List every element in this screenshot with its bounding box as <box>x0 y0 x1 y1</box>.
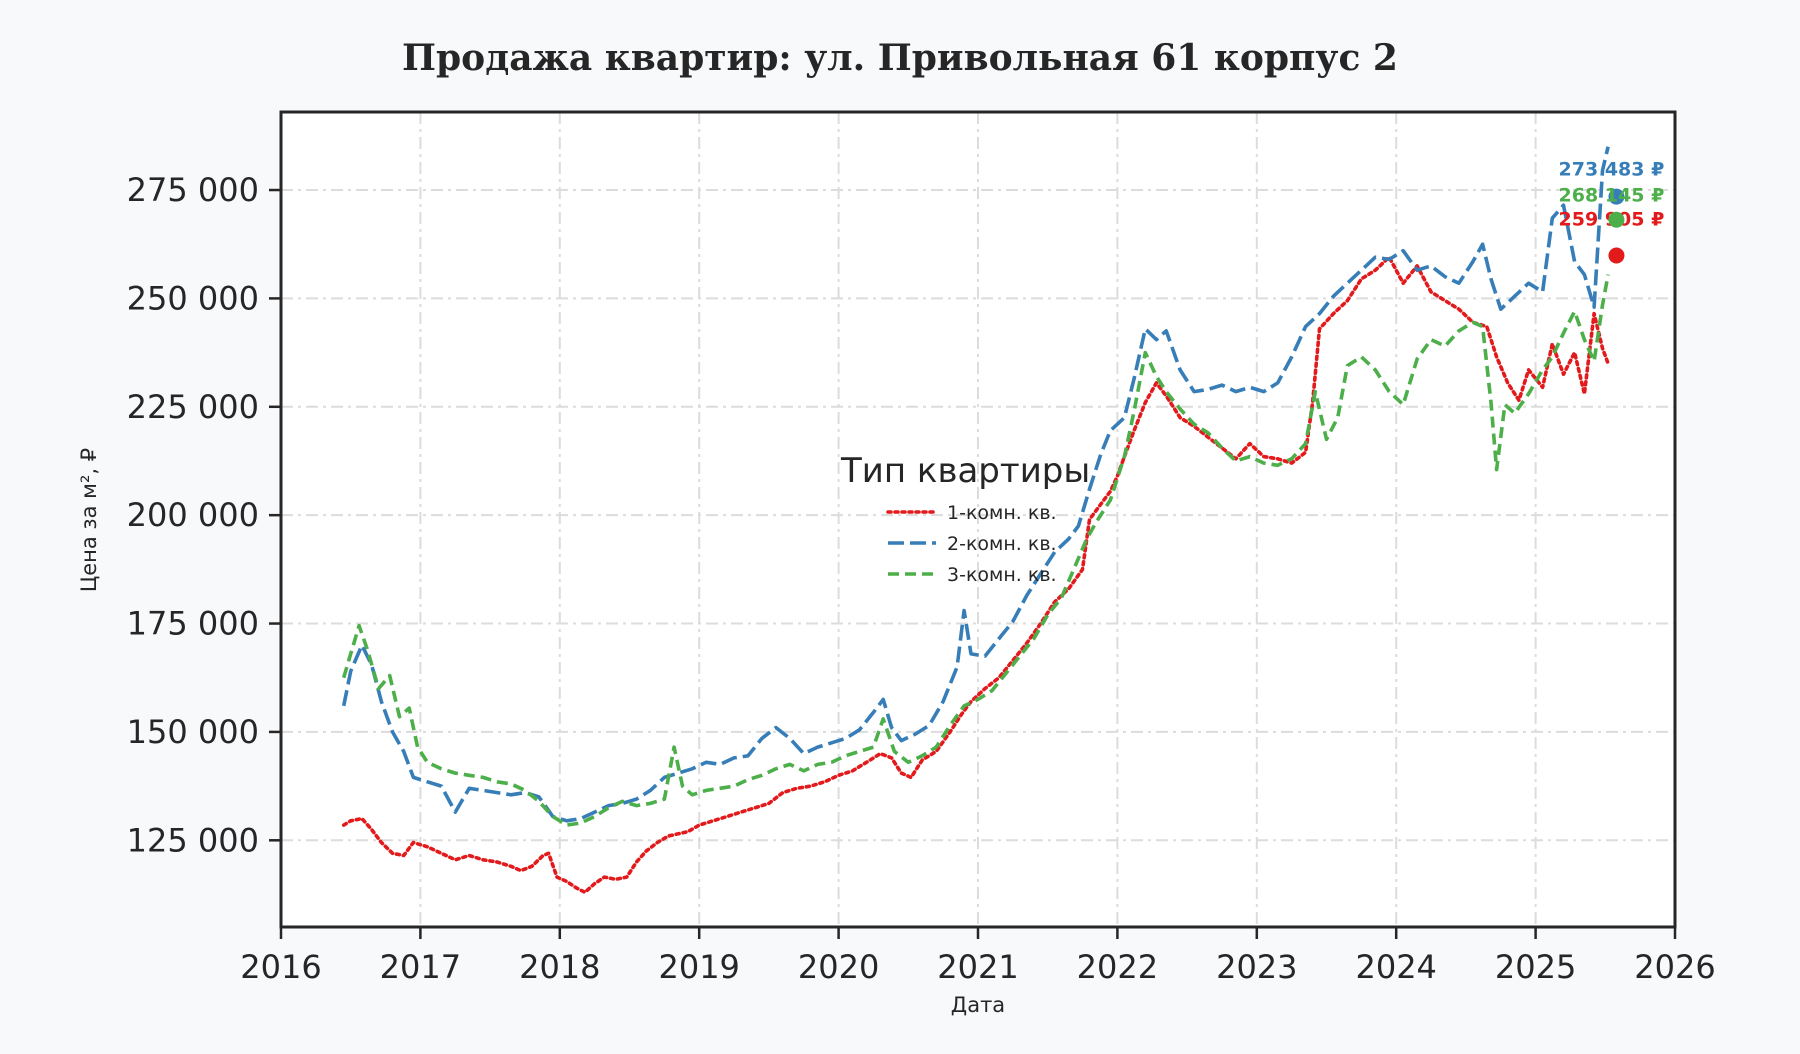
series-end-point <box>1608 247 1625 264</box>
legend: Тип квартиры 1-комн. кв. 2-комн. кв. 3-ком… <box>840 451 1090 586</box>
y-tick-label: 150 000 <box>127 713 259 751</box>
x-tick-label: 2018 <box>519 948 600 986</box>
series-end-label: 268 145 ₽ <box>1559 185 1665 207</box>
x-tick-label: 2026 <box>1634 948 1715 986</box>
x-tick-label: 2024 <box>1355 948 1436 986</box>
series-end-label: 273 483 ₽ <box>1559 159 1665 181</box>
x-axis-label: Дата <box>951 993 1005 1017</box>
y-tick-label: 175 000 <box>127 605 259 643</box>
x-tick-label: 2021 <box>937 948 1018 986</box>
y-axis-label: Цена за м², ₽ <box>77 448 101 592</box>
legend-items: 1-комн. кв. 2-комн. кв. 3-комн. кв. <box>886 502 1057 586</box>
y-tick-label: 275 000 <box>127 171 259 209</box>
x-tick-label: 2023 <box>1216 948 1297 986</box>
endpoint-markers: 259 905 ₽273 483 ₽268 145 ₽ <box>1559 159 1665 264</box>
x-tick-label: 2019 <box>658 948 739 986</box>
legend-title: Тип квартиры <box>840 451 1090 491</box>
series-end-point <box>1608 188 1625 205</box>
y-tick-label: 225 000 <box>127 388 259 426</box>
x-tick-label: 2017 <box>380 948 461 986</box>
axes: 2016 2017 2018 2019 2020 2021 2022 2023 2024 2025… <box>127 171 1716 986</box>
legend-label: 3-комн. кв. <box>947 564 1057 586</box>
y-tick-label: 200 000 <box>127 496 259 534</box>
chart-title: Продажа квартир: ул. Привольная 61 корпу… <box>402 37 1398 79</box>
x-tick-label: 2016 <box>240 948 321 986</box>
legend-label: 1-комн. кв. <box>947 502 1057 524</box>
series-line-1 <box>341 255 1610 895</box>
x-tick-label: 2020 <box>798 948 879 986</box>
series-line-3 <box>341 274 1610 827</box>
y-tick-label: 125 000 <box>127 821 259 859</box>
y-tick-label: 250 000 <box>127 279 259 317</box>
series-end-point <box>1608 211 1625 228</box>
x-tick-label: 2025 <box>1495 948 1576 986</box>
series-layer <box>341 146 1610 895</box>
x-tick-label: 2022 <box>1077 948 1158 986</box>
legend-label: 2-комн. кв. <box>947 533 1057 555</box>
